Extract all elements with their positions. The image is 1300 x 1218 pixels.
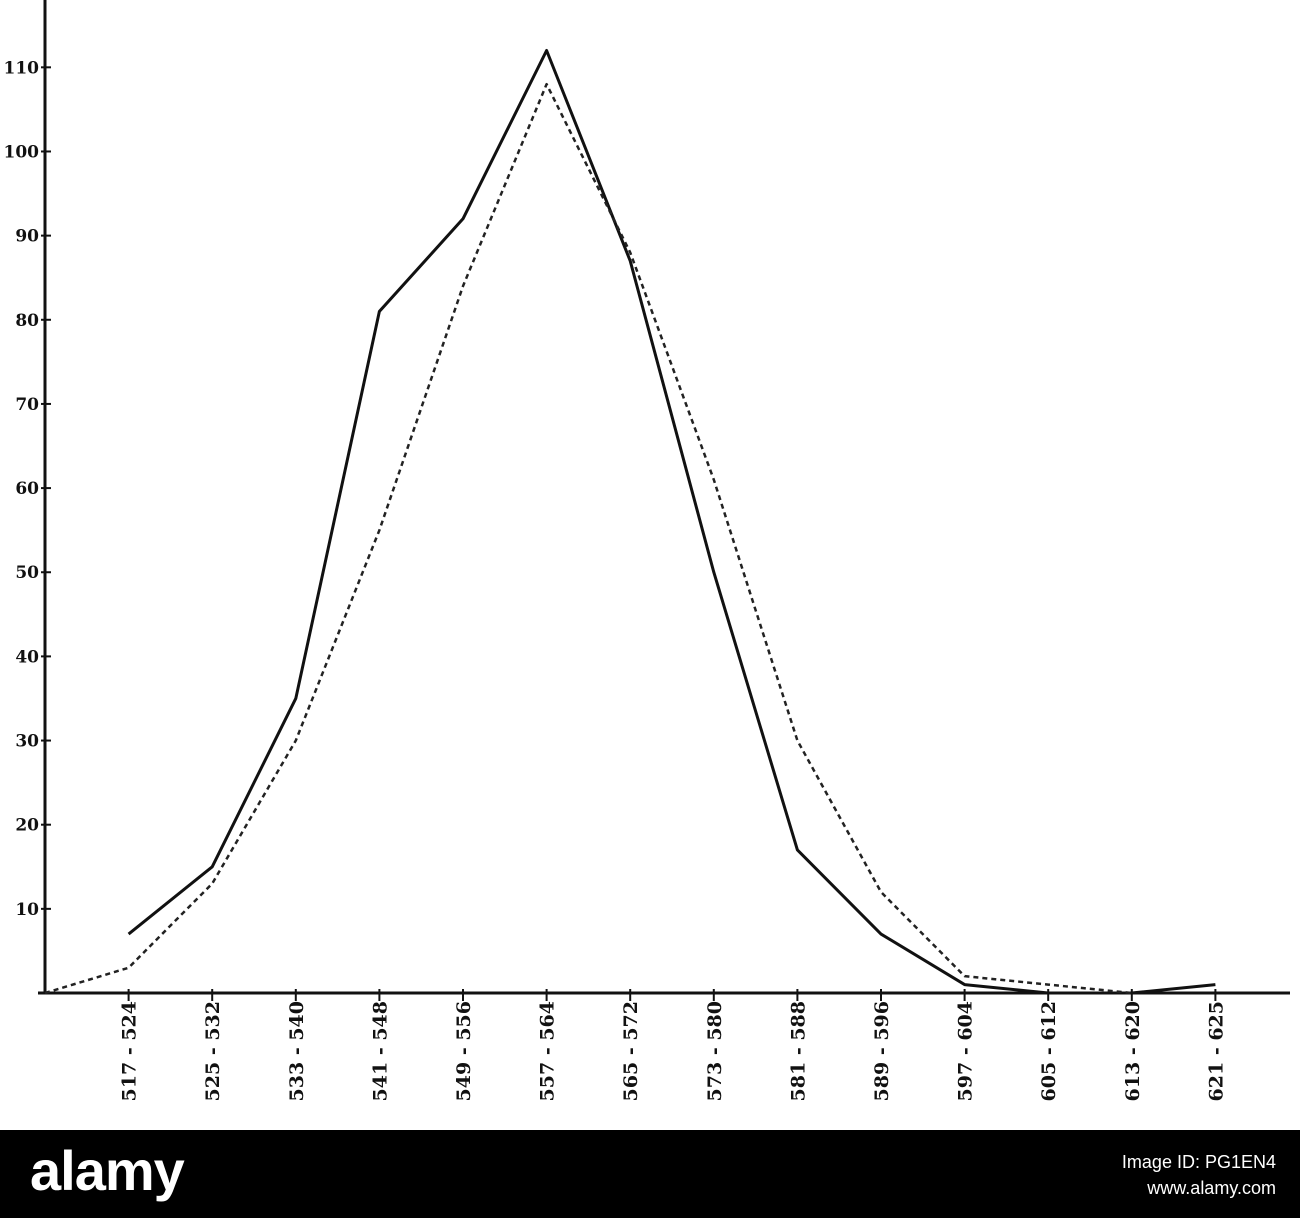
chart: 10 20 30 40 50 60 70 80 90 100 110 517 - 524 525 - 5… (4, 0, 1290, 1101)
x-tick-label: 565 - 572 (620, 1001, 642, 1101)
series-line (44, 82, 1132, 995)
y-tick-label: 40 (15, 647, 39, 667)
y-tick-label: 50 (15, 563, 39, 583)
x-tick-label: 573 - 580 (704, 1001, 726, 1101)
x-tick-label: 605 - 612 (1038, 1001, 1060, 1101)
x-tick-label: 589 - 596 (871, 1001, 893, 1101)
brand: alamy (30, 1139, 185, 1202)
x-tick-label: 533 - 540 (286, 1001, 308, 1101)
x-tick-label: 517 - 524 (119, 1001, 141, 1101)
series-line (127, 48, 1216, 995)
y-tick-label: 30 (15, 732, 39, 752)
x-tick-label: 581 - 588 (787, 1001, 809, 1101)
y-tick-label: 100 (4, 142, 40, 162)
y-tick-label: 60 (15, 479, 39, 499)
x-tick-label: 557 - 564 (537, 1001, 559, 1101)
x-tick-label: 525 - 532 (202, 1001, 224, 1101)
x-tick-label: 549 - 556 (453, 1001, 475, 1101)
x-tick-label: 621 - 625 (1205, 1001, 1227, 1101)
y-tick-label: 70 (15, 395, 39, 415)
x-tick-label: 597 - 604 (955, 1001, 977, 1101)
watermark-bar: alamy Image ID: PG1EN4 www.alamy.com (0, 1130, 1300, 1218)
x-tick-label: 613 - 620 (1122, 1001, 1144, 1101)
y-tick-label: 90 (15, 227, 39, 247)
x-tick-label: 541 - 548 (369, 1001, 391, 1101)
y-tick-label: 10 (15, 900, 39, 920)
image-id: Image ID: PG1EN4 (1121, 1152, 1276, 1172)
y-tick-label: 20 (15, 816, 39, 836)
site: www.alamy.com (1147, 1178, 1276, 1198)
y-tick-label: 80 (15, 311, 39, 331)
y-tick-label: 110 (4, 58, 40, 78)
